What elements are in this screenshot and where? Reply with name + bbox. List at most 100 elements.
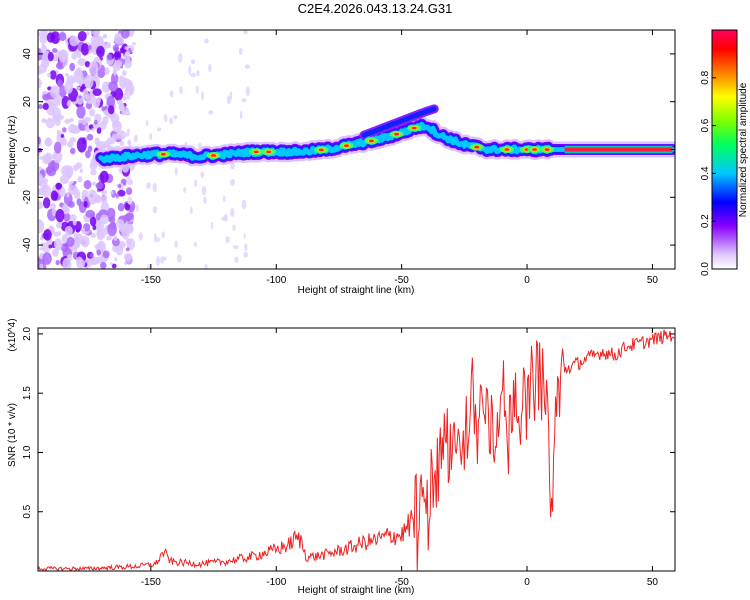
noise-blob (49, 70, 57, 80)
noise-blob (38, 69, 43, 75)
noise-blob (53, 141, 62, 154)
noise-blob (163, 113, 168, 123)
noise-blob (232, 245, 239, 250)
noise-blob (48, 244, 53, 249)
colorbar-tick-label: 0.0 (700, 262, 711, 276)
noise-blob (193, 241, 197, 247)
noise-blob (125, 108, 129, 113)
snr-x-tick-label: 50 (647, 577, 659, 588)
noise-blob (58, 32, 67, 42)
noise-blob (91, 127, 95, 132)
noise-blob (73, 69, 84, 84)
noise-blob (106, 235, 112, 241)
noise-blob (122, 96, 128, 101)
noise-blob (77, 176, 83, 183)
snr-x-axis: -150 -100 -50 0 50 (141, 328, 659, 588)
noise-blob (177, 254, 182, 263)
noise-blob (95, 182, 104, 190)
noise-blob (106, 207, 116, 221)
noise-blob (90, 34, 101, 47)
noise-blob (152, 182, 157, 193)
noise-blob (190, 72, 196, 78)
noise-blob (76, 50, 82, 59)
noise-blob (89, 256, 100, 266)
noise-blob (66, 101, 71, 107)
colorbar-tick-label: 0.4 (700, 166, 711, 180)
noise-blob (101, 106, 106, 112)
noise-blob (121, 30, 130, 39)
noise-blob (125, 247, 130, 252)
noise-blob (102, 250, 110, 259)
noise-blob (174, 240, 178, 248)
noise-blob (230, 162, 235, 170)
spectrogram-panel: -150 -100 -50 0 50 -40 -20 0 20 40 Height of str… (7, 29, 676, 296)
noise-blob (204, 263, 208, 269)
noise-blob (41, 184, 52, 198)
noise-blob (173, 115, 178, 120)
ridge-hotspot-peak (343, 144, 349, 147)
noise-blob (124, 59, 132, 69)
upper-branch-line (361, 106, 437, 138)
noise-blob (241, 199, 247, 210)
noise-blob (77, 119, 82, 124)
noise-blob (101, 81, 111, 93)
noise-blob (157, 127, 162, 132)
snr-frame (37, 327, 676, 572)
noise-blob (111, 263, 117, 269)
noise-blob (60, 137, 68, 146)
noise-blob (87, 44, 92, 51)
noise-blob (41, 118, 47, 124)
noise-blob (96, 45, 105, 58)
noise-blob (152, 206, 158, 214)
noise-blob (38, 31, 41, 37)
colorbar-tick-label: 0.6 (700, 118, 711, 132)
noise-blob (88, 61, 99, 76)
noise-blob (67, 124, 78, 134)
noise-blob (56, 129, 62, 136)
ridge-hotspot-peak (318, 148, 324, 152)
noise-blob (113, 71, 117, 76)
noise-blob (98, 240, 104, 249)
noise-blob (47, 51, 54, 62)
noise-blob (65, 72, 69, 77)
noise-blob (244, 243, 248, 252)
noise-blob (38, 77, 42, 89)
noise-blob (50, 85, 60, 99)
noise-blob (108, 216, 116, 223)
noise-blob (169, 90, 174, 98)
noise-blob (74, 220, 82, 232)
noise-blob (87, 145, 93, 153)
noise-blob (102, 33, 108, 39)
ridge-hotspot-peak (394, 132, 400, 136)
noise-blob (100, 261, 107, 269)
noise-blob (107, 105, 115, 115)
snr-y-tick-label: 0.5 (22, 504, 33, 518)
noise-blob (66, 192, 70, 198)
ridge-hotspot-peak (266, 150, 272, 154)
noise-blob (80, 43, 89, 56)
noise-blob (69, 35, 79, 47)
noise-blob (67, 140, 74, 148)
noise-blob (46, 166, 57, 177)
noise-blob (239, 110, 243, 120)
noise-blob (84, 80, 90, 89)
noise-blob (73, 180, 77, 185)
noise-blob (104, 67, 110, 75)
noise-blob (90, 30, 100, 36)
noise-blob (225, 236, 230, 244)
noise-blob (115, 59, 123, 69)
noise-blob (83, 179, 92, 190)
noise-blob (94, 119, 98, 125)
noise-blob (84, 60, 91, 68)
noise-blob (42, 178, 49, 184)
spectrogram-y-tick-label: 20 (22, 96, 33, 108)
noise-blob (147, 263, 151, 269)
noise-blob (121, 70, 127, 76)
noise-blob (64, 118, 71, 124)
noise-blob (78, 95, 82, 99)
noise-blob (42, 197, 51, 209)
snr-y-tick-label: 2.0 (22, 327, 33, 341)
spectrogram-x-tick-label: -150 (141, 275, 161, 286)
noise-blob (114, 35, 124, 45)
noise-blob (52, 150, 63, 164)
